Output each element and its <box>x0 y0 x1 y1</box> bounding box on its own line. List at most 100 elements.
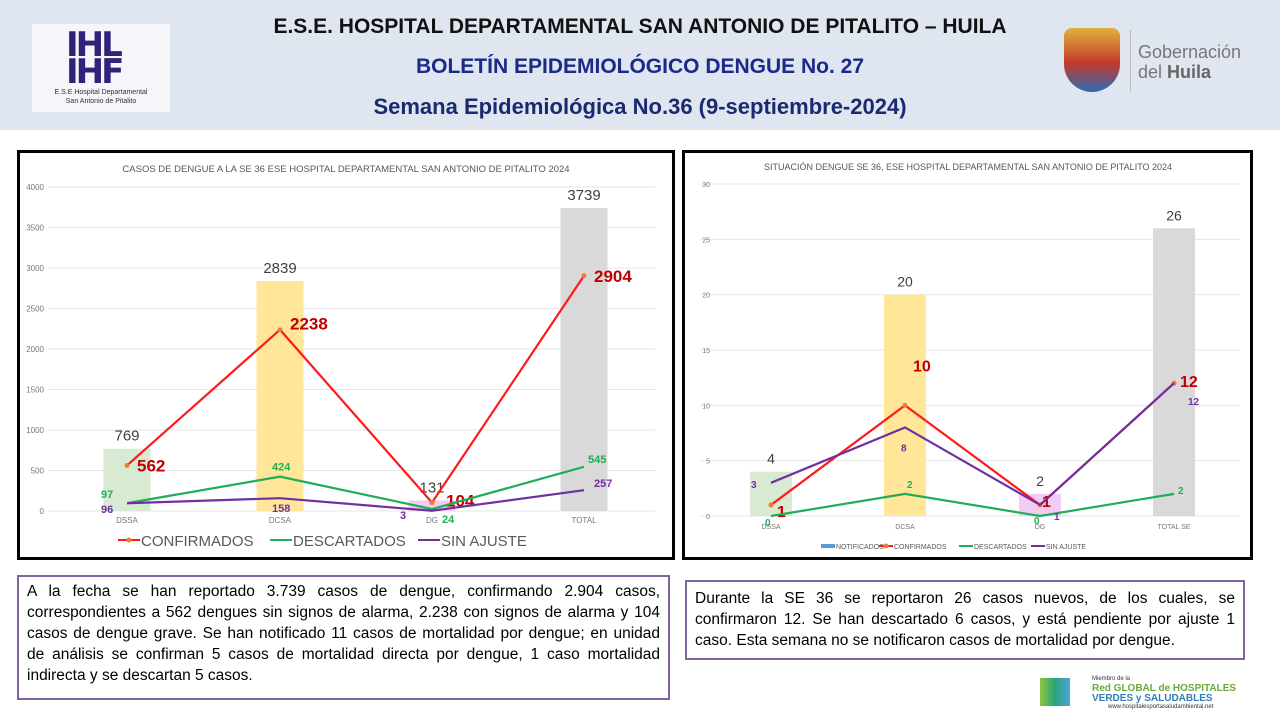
legend-label: CONFIRMADOS <box>141 533 254 550</box>
bar-dcsa <box>256 281 304 511</box>
category-label: TOTAL <box>571 516 597 525</box>
network-line3: VERDES y SALUDABLES <box>1092 693 1213 704</box>
series-data-label: 24 <box>442 514 455 526</box>
bar-total-se <box>1153 228 1195 516</box>
series-data-label: 2238 <box>290 315 328 334</box>
y-tick-label: 20 <box>702 293 710 300</box>
series-data-label: 0 <box>765 518 771 529</box>
hospital-logo: IHL IHF E.S.E Hospital Departamental San A… <box>32 24 170 112</box>
series-data-label: 1 <box>1054 512 1060 523</box>
series-data-label: 257 <box>594 478 612 490</box>
series-data-label: 97 <box>101 489 113 501</box>
y-tick-label: 0 <box>40 507 45 516</box>
category-label: DSSA <box>761 524 780 531</box>
hospital-logo-mark: IHL IHF <box>66 25 124 92</box>
legend-swatch <box>821 544 835 548</box>
y-tick-label: 500 <box>31 467 45 476</box>
network-line2: Red GLOBAL de HOSPITALES <box>1092 683 1237 694</box>
series-data-label: 545 <box>588 454 606 466</box>
line-sin-ajuste <box>770 382 1175 507</box>
legend-label: CONFIRMADOS <box>894 544 947 551</box>
y-tick-label: 2000 <box>26 345 44 354</box>
series-data-label: 2 <box>907 480 913 491</box>
series-data-label: 1 <box>777 504 786 521</box>
confirmados-marker <box>124 462 130 468</box>
bar-total <box>560 208 608 512</box>
logo-caption-line1: E.S.E Hospital Departamental <box>54 89 148 96</box>
bar-dg <box>408 500 456 511</box>
y-tick-label: 30 <box>702 182 710 189</box>
network-url: www.hospitalesportasaludambiental.net <box>1108 704 1214 710</box>
series-data-label: 8 <box>901 443 907 454</box>
series-data-label: 562 <box>137 456 165 475</box>
series-data-label: 10 <box>913 358 931 375</box>
bar-value-label: 769 <box>114 428 139 445</box>
green-hospitals-network-logo: Miembro de la Red GLOBAL de HOSPITALES V… <box>1040 676 1250 712</box>
gobernacion-wordmark: Gobernación del Huila <box>1138 42 1242 82</box>
series-data-label: 158 <box>272 503 290 515</box>
hospital-logo-caption: E.S.E Hospital Departamental San Antonio … <box>32 88 170 106</box>
header-banner: IHL IHF E.S.E Hospital Departamental San A… <box>0 0 1280 130</box>
series-data-label: 3 <box>400 510 406 522</box>
chart-title: SITUACIÓN DENGUE SE 36, ESE HOSPITAL DEP… <box>764 162 1172 172</box>
y-tick-label: 10 <box>702 403 710 410</box>
line-sin-ajuste <box>126 489 585 512</box>
line-descartados <box>770 492 1175 518</box>
category-label: DSSA <box>116 516 138 525</box>
legend-label: SIN AJUSTE <box>1046 544 1086 551</box>
line-confirmados <box>770 382 1175 507</box>
category-label: DCSA <box>269 516 292 525</box>
logo-divider <box>1130 30 1131 92</box>
summary-cumulative: A la fecha se han reportado 3.739 casos … <box>17 575 670 700</box>
y-tick-label: 25 <box>702 237 710 244</box>
y-tick-label: 1500 <box>26 386 44 395</box>
y-tick-label: 5 <box>706 459 710 466</box>
line-descartados <box>126 465 585 511</box>
confirmados-marker <box>581 273 587 279</box>
y-tick-label: 15 <box>702 348 710 355</box>
series-data-label: 3 <box>751 480 757 491</box>
category-label: DG <box>426 516 438 525</box>
legend-label: SIN AJUSTE <box>441 533 527 550</box>
y-tick-label: 1000 <box>26 426 44 435</box>
confirmados-marker <box>429 500 435 506</box>
confirmados-marker <box>768 502 774 508</box>
series-data-label: 12 <box>1180 374 1198 391</box>
category-label: DCSA <box>895 524 915 531</box>
category-label: TOTAL SE <box>1158 524 1191 531</box>
bar-value-label: 3739 <box>567 187 600 204</box>
network-line1: Miembro de la <box>1092 676 1131 682</box>
bar-value-label: 2839 <box>263 260 296 277</box>
y-tick-label: 3500 <box>26 224 44 233</box>
line-confirmados <box>126 275 585 505</box>
category-label: DG <box>1035 524 1046 531</box>
confirmados-marker <box>902 402 908 408</box>
network-logo-icon <box>1040 678 1070 706</box>
institution-title: E.S.E. HOSPITAL DEPARTAMENTAL SAN ANTONI… <box>273 15 1007 38</box>
series-data-label: 0 <box>1034 516 1040 527</box>
bulletin-title: BOLETÍN EPIDEMIOLÓGICO DENGUE No. 27 <box>415 55 865 78</box>
series-data-label: 1 <box>1042 494 1051 511</box>
confirmados-marker <box>277 327 283 333</box>
coat-of-arms-icon <box>1064 28 1120 92</box>
series-data-label: 2904 <box>594 267 632 286</box>
bar-value-label: 4 <box>767 451 775 467</box>
series-data-label: 96 <box>101 504 113 516</box>
legend-marker <box>883 543 889 549</box>
week-subtitle: Semana Epidemiológica No.36 (9-septiembr… <box>373 94 907 119</box>
series-data-label: 12 <box>1188 397 1200 408</box>
bar-value-label: 2 <box>1036 473 1044 489</box>
legend-label: DESCARTADOS <box>974 544 1027 551</box>
bar-value-label: 26 <box>1166 207 1182 223</box>
legend-marker <box>126 537 132 543</box>
summary-week: Durante la SE 36 se reportaron 26 casos … <box>685 580 1245 660</box>
chart-title: CASOS DE DENGUE A LA SE 36 ESE HOSPITAL … <box>122 164 569 175</box>
y-tick-label: 4000 <box>26 183 44 192</box>
y-tick-label: 2500 <box>26 305 44 314</box>
y-tick-label: 0 <box>706 514 710 521</box>
series-data-label: 424 <box>272 462 291 474</box>
logo-caption-line2: San Antonio de Pitalito <box>65 98 137 105</box>
series-data-label: 2 <box>1178 486 1184 497</box>
gobernacion-huila-logo: Gobernación del Huila <box>1060 26 1260 96</box>
